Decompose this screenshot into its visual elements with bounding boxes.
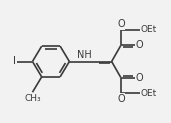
Text: I: I [13, 56, 16, 67]
Text: O: O [117, 19, 125, 29]
Text: OEt: OEt [140, 89, 157, 98]
Text: O: O [135, 73, 143, 83]
Text: CH₃: CH₃ [24, 94, 41, 103]
Text: NH: NH [77, 50, 91, 60]
Text: O: O [117, 94, 125, 104]
Text: OEt: OEt [140, 25, 157, 34]
Text: O: O [135, 40, 143, 50]
